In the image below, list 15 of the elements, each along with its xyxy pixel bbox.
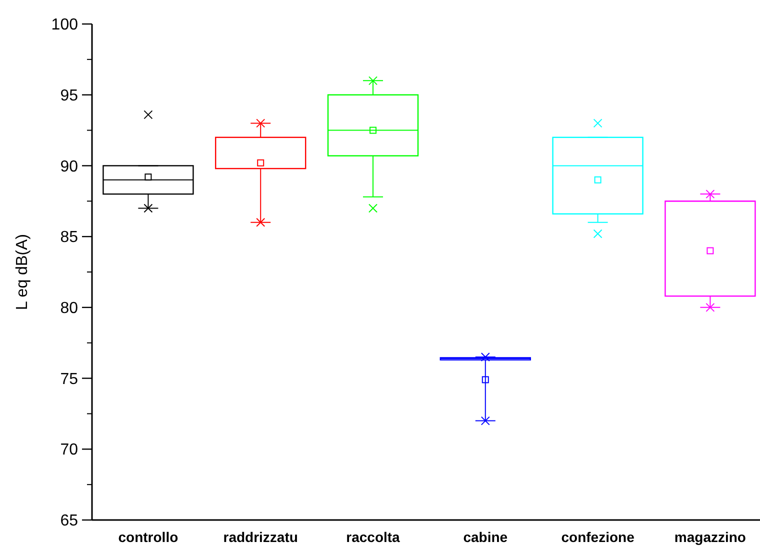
y-tick-label: 80 — [60, 300, 78, 318]
y-tick-label: 100 — [51, 16, 78, 34]
x-tick-label: raccolta — [346, 529, 400, 545]
y-tick-label: 85 — [60, 229, 78, 246]
y-tick-label: 75 — [60, 370, 78, 388]
y-tick-label: 70 — [60, 442, 78, 459]
y-tick-label: 95 — [60, 87, 78, 104]
x-tick-label: magazzino — [674, 529, 746, 545]
x-tick-label: raddrizzatu — [223, 529, 298, 545]
y-axis-title: L eq dB(A) — [14, 234, 31, 310]
x-tick-label: controllo — [118, 529, 178, 545]
y-tick-label: 90 — [60, 158, 78, 176]
x-tick-label: cabine — [463, 529, 508, 545]
y-tick-label: 65 — [60, 512, 78, 530]
x-tick-label: confezione — [561, 529, 635, 545]
